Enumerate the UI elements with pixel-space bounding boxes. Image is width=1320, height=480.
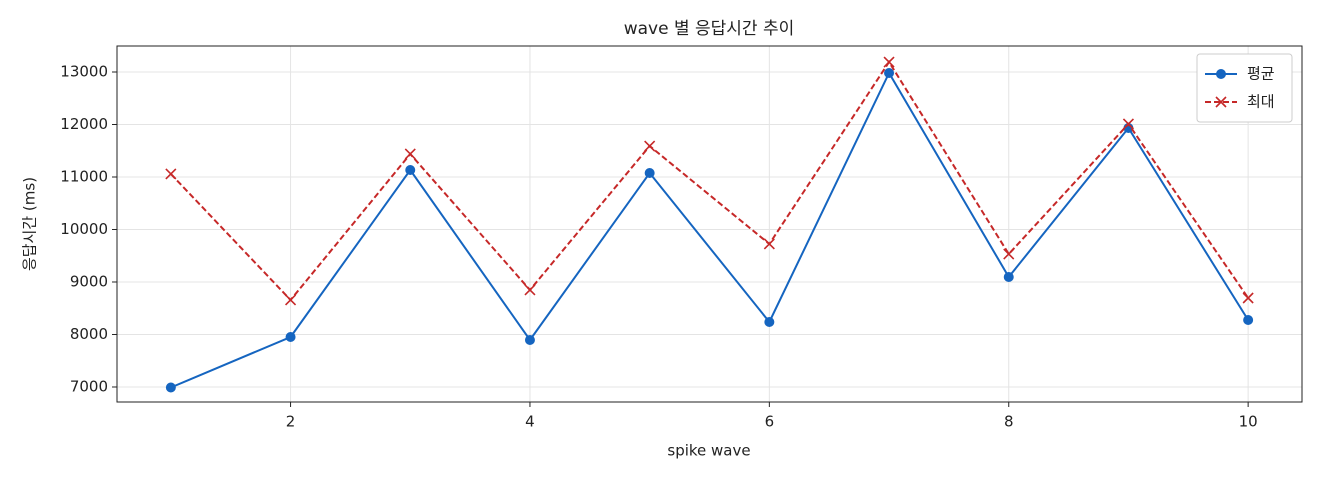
y-tick-label: 7000 [70, 377, 108, 395]
marker [1242, 292, 1254, 304]
marker [404, 148, 416, 160]
legend-box [1196, 53, 1293, 123]
marker [763, 238, 775, 250]
x-tick-label: 10 [1239, 413, 1258, 431]
series [165, 67, 1254, 393]
x-tick-label: 2 [286, 413, 296, 431]
marker [644, 140, 656, 152]
marker [1243, 314, 1254, 325]
marker [405, 165, 416, 176]
marker [644, 167, 655, 178]
marker [284, 294, 297, 306]
y-tick-label: 8000 [70, 325, 108, 343]
x-tick-label: 8 [1004, 413, 1014, 431]
marker [165, 382, 176, 393]
marker [1003, 271, 1014, 282]
chart-title: wave 별 응답시간 추이 [624, 19, 795, 39]
marker [884, 67, 895, 78]
marker [883, 56, 895, 68]
legend-label: 평균 [1247, 65, 1275, 83]
y-axis-label: 응답시간 (ms) [21, 177, 39, 271]
x-axis-label: spike wave [667, 442, 750, 460]
y-tick-label: 12000 [60, 115, 108, 133]
marker [524, 334, 535, 345]
marker [1003, 248, 1015, 260]
y-tick-label: 13000 [60, 62, 108, 80]
y-tick-label: 11000 [60, 167, 108, 185]
plot-frame [116, 45, 1303, 403]
y-tick-label: 10000 [60, 220, 108, 238]
marker [524, 284, 536, 296]
legend-marker [1215, 96, 1227, 108]
y-tick-label: 9000 [70, 272, 108, 290]
series-line [170, 70, 1249, 389]
legend-marker [1216, 69, 1226, 79]
series-line [170, 60, 1249, 302]
legend-label: 최대 [1247, 93, 1275, 111]
x-tick-label: 6 [765, 413, 775, 431]
marker [764, 316, 775, 327]
marker [285, 332, 296, 343]
series [165, 56, 1254, 306]
x-tick-label: 4 [525, 413, 535, 431]
marker [165, 168, 177, 180]
marker [1122, 118, 1135, 130]
